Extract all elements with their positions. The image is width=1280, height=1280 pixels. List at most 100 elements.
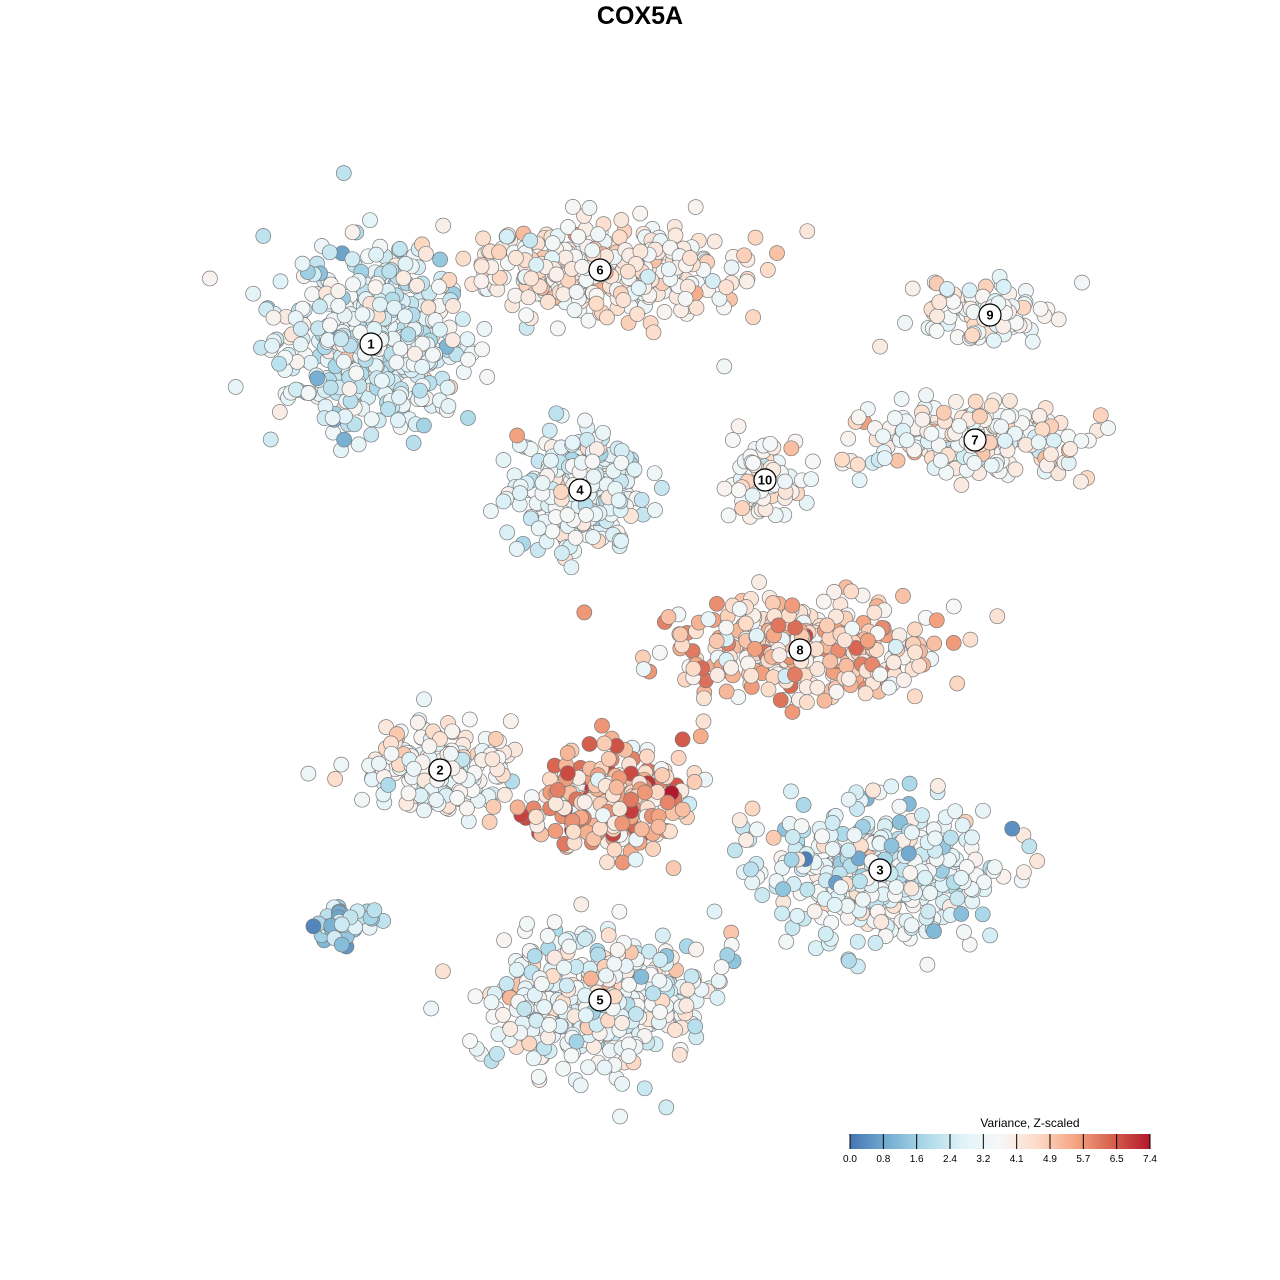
data-point <box>539 928 556 944</box>
data-point <box>942 829 959 846</box>
data-point <box>1073 473 1089 490</box>
cluster-label-text: 4 <box>576 483 584 498</box>
data-point <box>414 359 430 375</box>
data-point <box>1029 853 1046 869</box>
data-point <box>336 431 352 448</box>
data-point <box>507 287 524 304</box>
data-point <box>523 270 540 287</box>
data-point <box>731 812 748 829</box>
data-point <box>516 1001 533 1017</box>
legend-tick-label: 1.6 <box>910 1154 924 1165</box>
data-point <box>787 666 803 683</box>
data-point <box>521 1035 538 1052</box>
data-point <box>418 245 434 262</box>
data-point <box>528 256 545 273</box>
data-point <box>713 959 730 975</box>
data-point <box>354 791 370 808</box>
data-point <box>245 285 262 302</box>
data-point <box>718 619 735 636</box>
data-point <box>777 473 793 490</box>
data-point <box>775 881 791 897</box>
data-point <box>928 323 945 339</box>
data-point <box>654 927 671 944</box>
data-point <box>588 295 605 312</box>
data-point <box>751 574 767 590</box>
data-point <box>667 1022 683 1038</box>
legend-tick-label: 0.8 <box>876 1154 890 1165</box>
data-point <box>590 226 606 243</box>
data-point <box>564 434 581 451</box>
data-point <box>583 970 599 987</box>
data-point <box>333 756 350 773</box>
data-point <box>687 199 704 215</box>
data-point <box>444 332 461 348</box>
data-point <box>487 731 504 747</box>
data-point <box>498 976 515 992</box>
data-point <box>926 635 943 652</box>
data-point <box>833 879 849 896</box>
cluster-label-badge <box>963 428 987 452</box>
data-point <box>362 212 378 229</box>
data-point <box>368 246 385 263</box>
cluster-label-10: 10 <box>753 468 777 492</box>
data-point <box>581 200 598 216</box>
data-point <box>840 430 857 447</box>
data-point <box>1021 838 1038 855</box>
data-point <box>974 906 991 923</box>
data-point <box>561 938 578 955</box>
data-point <box>491 269 508 286</box>
cluster-label-badge <box>568 478 592 502</box>
data-point <box>333 936 350 953</box>
data-point <box>888 879 904 895</box>
legend-tick-label: 4.1 <box>1010 1154 1024 1165</box>
data-point <box>760 262 776 278</box>
data-point <box>747 229 764 246</box>
data-point <box>423 1000 439 1017</box>
data-point <box>784 829 801 845</box>
data-point <box>444 723 460 740</box>
data-point <box>872 666 889 683</box>
data-point <box>321 244 338 261</box>
data-point <box>333 916 350 933</box>
points-layer <box>202 165 1116 1125</box>
data-point <box>907 644 923 661</box>
data-point <box>568 1033 585 1050</box>
data-point <box>1074 274 1090 291</box>
data-point <box>849 456 866 473</box>
data-point <box>1007 461 1024 478</box>
data-point <box>300 765 317 782</box>
data-point <box>875 428 891 445</box>
data-point <box>935 404 952 421</box>
data-point <box>716 358 733 375</box>
data-point <box>495 452 512 468</box>
data-point <box>611 903 628 920</box>
data-point <box>397 308 413 325</box>
data-point <box>620 263 636 280</box>
cluster-label-badge <box>753 468 777 492</box>
data-point <box>731 601 748 617</box>
data-point <box>540 294 556 310</box>
data-point <box>420 299 437 316</box>
data-point <box>1043 446 1059 463</box>
data-point <box>227 379 244 395</box>
cluster-label-badge <box>428 758 452 782</box>
data-point <box>672 626 689 643</box>
data-point <box>491 244 507 261</box>
data-point <box>805 453 821 470</box>
data-point <box>459 800 475 817</box>
data-point <box>627 851 644 868</box>
data-point <box>760 681 777 698</box>
data-point <box>641 943 658 960</box>
data-point <box>774 905 790 922</box>
data-point <box>584 453 601 470</box>
data-point <box>674 731 691 748</box>
data-point <box>654 767 670 783</box>
data-point <box>723 259 740 276</box>
data-point <box>578 507 594 523</box>
data-point <box>993 418 1009 435</box>
cluster-label-text: 5 <box>596 993 603 1008</box>
data-point <box>262 431 279 448</box>
data-point <box>613 454 630 471</box>
cluster-label-6: 6 <box>588 258 612 282</box>
data-point <box>1016 864 1032 881</box>
